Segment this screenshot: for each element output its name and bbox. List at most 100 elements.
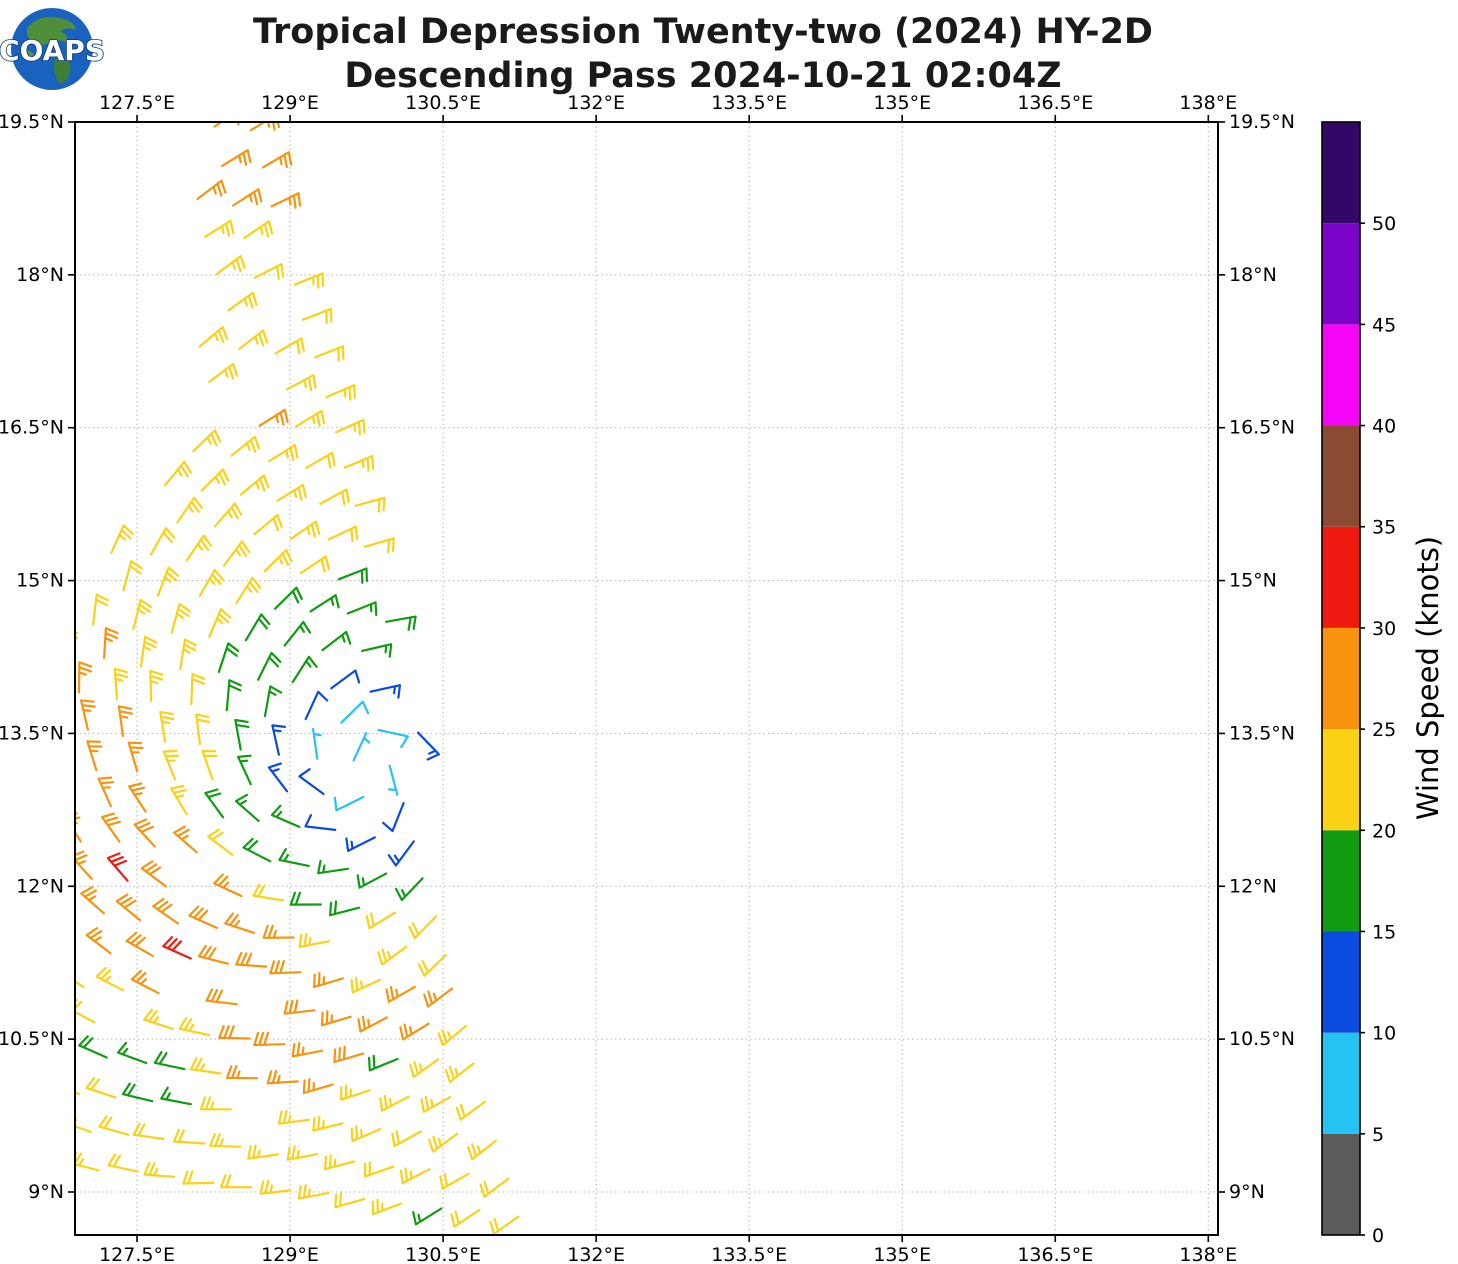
wind-barb [293,272,325,289]
wind-barb [244,613,271,642]
wind-barb [213,873,243,898]
wind-barb [304,690,329,721]
wind-barb [387,840,415,867]
wind-barb [75,980,85,989]
colorbar-band [1322,830,1360,932]
wind-barb [277,1109,310,1125]
wind-barb-layer [75,122,520,1235]
wind-barb [298,932,331,949]
colorbar-tick-label: 50 [1372,213,1396,235]
wind-barb [77,661,93,694]
wind-barb [170,784,188,816]
wind-barb [417,731,440,761]
wind-barb [80,699,96,731]
wind-barb [201,750,218,781]
wind-barb [283,620,312,647]
x-tick-label-top: 138°E [1179,92,1237,114]
wind-barb [418,953,447,977]
title-line-2: Descending Pass 2024-10-21 02:04Z [344,56,1061,96]
wind-barb [121,1082,154,1103]
wind-barb [385,615,417,631]
wind-barb [115,893,142,922]
wind-barb [354,496,386,513]
y-tick-label-right: 10.5°N [1229,1028,1295,1050]
colorbar-tick-label: 20 [1372,820,1396,842]
colorbar-band [1322,526,1360,628]
wind-barb [271,724,286,756]
wind-barb [387,764,399,796]
title-line-1: Tropical Depression Twenty-two (2024) HY… [253,12,1153,52]
wind-barb [209,1133,242,1148]
colorbar-layer: 0 5 10 15 20 25 30 35 40 45 50 [1321,121,1396,1247]
wind-barb [78,1035,108,1059]
wind-barb [356,872,388,889]
wind-barb [101,812,121,843]
wind-barb [235,576,262,605]
wind-barb [333,795,365,812]
wind-barb [205,988,238,1006]
colorbar-band [1322,324,1360,426]
x-tick-label-bottom: 130.5°E [405,1244,481,1264]
colorbar-band [1322,729,1360,831]
wind-barb [253,1031,286,1047]
wind-barb [327,525,359,543]
y-tick-label-left: 18°N [16,264,64,286]
wind-barb [172,1128,205,1145]
wind-barb [297,1184,330,1200]
grid-layer [75,121,1218,1235]
wind-barb [130,969,160,995]
wind-barb [170,603,191,635]
wind-barb [423,987,454,1008]
wind-barb [371,1198,403,1216]
colorbar-title: Wind Speed (knots) [1411,536,1445,820]
x-tick-label-top: 133.5°E [711,92,787,114]
wind-barb [208,362,239,383]
x-tick-label-top: 130.5°E [405,92,481,114]
wind-barb [409,1058,440,1078]
wind-barb [320,1010,352,1027]
wind-barb [237,754,252,786]
wind-barb [185,534,213,562]
wind-barb [192,429,222,453]
y-tick-label-left: 16.5°N [0,417,64,439]
wind-barb [312,727,322,760]
wind-barb [299,555,330,575]
y-tick-label-right: 18°N [1229,264,1277,286]
y-tick-label-right: 12°N [1229,875,1277,897]
wind-barb [234,718,250,751]
wind-barb [217,642,240,673]
wind-barb [467,1139,497,1161]
wind-barb [319,488,350,506]
wind-barb [221,149,252,167]
colorbar-tick-label: 35 [1372,517,1396,539]
y-tick-label-left: 15°N [16,570,64,592]
x-tick-label-top: 129°E [261,92,319,114]
wind-barb [276,483,307,502]
colorbar-tick-label: 45 [1372,314,1396,336]
wind-barb [270,192,302,209]
wind-barb [259,1179,292,1195]
wind-barb [337,567,368,584]
wind-barb [420,1096,452,1113]
wind-barb [263,685,283,718]
coaps-logo: COAPS [0,8,106,90]
y-tick-label-left: 10.5°N [0,1028,64,1050]
wind-barb [346,601,378,616]
colorbar-band [1322,627,1360,730]
wind-barb [408,915,437,940]
wind-barb [377,728,409,749]
x-tick-label-top: 136.5°E [1017,92,1093,114]
wind-barb [213,122,244,128]
wind-barb [489,1215,520,1235]
wind-barb [75,850,93,880]
wind-barb [412,1207,443,1226]
wind-barb [117,705,133,738]
x-tick-label-bottom: 127.5°E [99,1244,175,1264]
colorbar-tick-label: 25 [1372,719,1396,741]
wind-barb [85,1076,117,1099]
y-tick-label-left: 12°N [16,875,64,897]
wind-barb [391,1130,422,1148]
x-tick-label-bottom: 132°E [567,1244,625,1264]
wind-barb [80,886,105,915]
